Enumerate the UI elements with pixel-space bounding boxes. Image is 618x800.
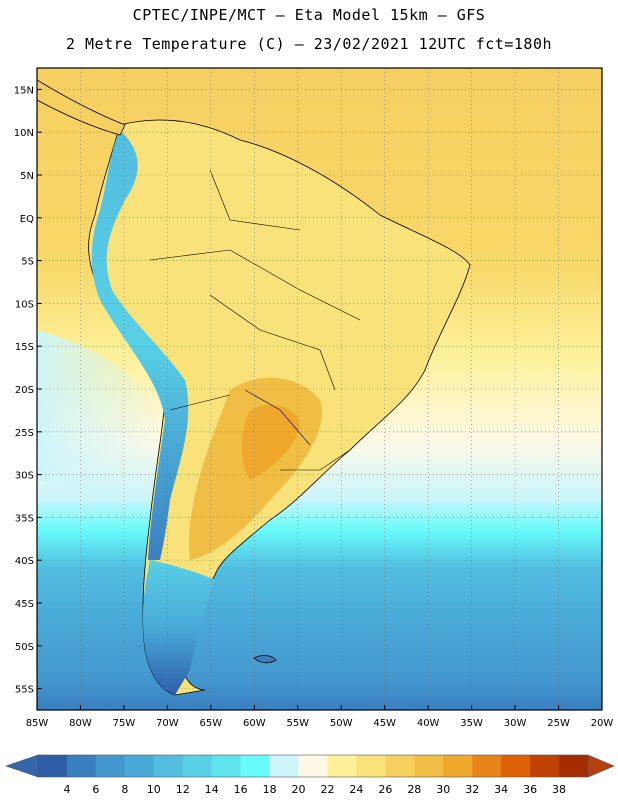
colorbar: [5, 754, 615, 778]
lat-label: 15S: [15, 342, 34, 353]
central-america: [37, 79, 126, 136]
patagonia-cold: [142, 560, 215, 695]
map-field: [37, 68, 602, 710]
colorbar-label: 12: [176, 783, 190, 796]
colorbar-swatch: [269, 755, 299, 777]
falklands-island: [253, 655, 277, 664]
colorbar-swatch: [66, 755, 97, 777]
colorbar-swatch: [95, 755, 126, 777]
lon-label: 70W: [156, 718, 179, 729]
colorbar-swatch: [501, 755, 531, 777]
lon-label: 25W: [547, 718, 570, 729]
colorbar-swatch: [182, 755, 212, 777]
lat-label: 30S: [15, 471, 34, 482]
colorbar-label: 18: [263, 783, 277, 796]
lon-label: 40W: [417, 718, 440, 729]
colorbar-swatch: [153, 755, 184, 777]
longitude-labels: 85W 80W 75W 70W 65W 60W 55W 50W 45W 40W 35W 30W 25W 2…: [26, 705, 614, 729]
colorbar-label: 32: [465, 783, 479, 796]
lat-label: 35S: [15, 513, 34, 524]
colorbar-label: 26: [378, 783, 392, 796]
lon-label: 35W: [460, 718, 483, 729]
lon-label: 65W: [200, 718, 223, 729]
lat-label: 45S: [15, 599, 34, 610]
lat-label: 10S: [15, 299, 34, 310]
colorbar-swatch: [211, 755, 241, 777]
colorbar-swatch: [414, 755, 444, 777]
pacific-cool-band: [37, 330, 165, 500]
lat-label: 55S: [15, 685, 34, 696]
colorbar-label: 10: [147, 783, 161, 796]
colorbar-label: 8: [121, 783, 128, 796]
lat-label: 50S: [15, 642, 34, 653]
lat-label: 40S: [15, 556, 34, 567]
colorbar-swatch: [38, 755, 68, 777]
lon-label: 20W: [591, 718, 614, 729]
colorbar-swatch: [298, 755, 328, 777]
colorbar-label: 4: [63, 783, 70, 796]
colorbar-swatch: [124, 755, 155, 777]
colorbar-swatch: [327, 755, 357, 777]
andes-cold-ridge: [91, 130, 189, 560]
lon-label: 80W: [69, 718, 92, 729]
lat-label: 5N: [20, 171, 34, 182]
colorbar-swatch: [356, 755, 386, 777]
colorbar-swatch: [240, 755, 270, 777]
lon-label: 55W: [286, 718, 309, 729]
colorbar-label: 36: [523, 783, 537, 796]
lon-label: 50W: [330, 718, 353, 729]
colorbar-swatch: [385, 755, 415, 777]
lat-label: 10N: [14, 128, 34, 139]
lon-label: 75W: [113, 718, 136, 729]
lat-label: 5S: [21, 257, 34, 268]
lon-label: 60W: [243, 718, 266, 729]
colorbar-label: 6: [92, 783, 99, 796]
colorbar-under-arrow: [5, 754, 39, 778]
colorbar-swatch: [472, 755, 502, 777]
colorbar-label: 14: [205, 783, 219, 796]
colorbar-label: 16: [234, 783, 248, 796]
colorbar-label: 34: [494, 783, 508, 796]
colorbar-label: 22: [320, 783, 334, 796]
colorbar-label: 28: [407, 783, 421, 796]
lat-label: 20S: [15, 385, 34, 396]
colorbar-labels: 4 6 8 10 12 14 16 18 20 22 24 26 28 30 32 34 36 38: [63, 783, 566, 796]
lon-label: 45W: [373, 718, 396, 729]
country-borders: [149, 169, 361, 471]
colorbar-swatch: [530, 755, 560, 777]
colorbar-over-arrow: [587, 754, 615, 778]
latitude-labels: 15N 10N 5N EQ 5S 10S 15S 20S 25S 30S 35S 40S 45S 50S 5…: [14, 85, 42, 696]
map-title: CPTEC/INPE/MCT – Eta Model 15km – GFS: [132, 6, 486, 24]
lat-label: 15N: [14, 85, 34, 96]
colorbar-swatch: [559, 755, 589, 777]
colorbar-swatch: [443, 755, 473, 777]
lat-label: 25S: [15, 428, 34, 439]
colorbar-label: 30: [436, 783, 450, 796]
map-subtitle: 2 Metre Temperature (C) – 23/02/2021 12U…: [65, 35, 553, 53]
colorbar-label: 20: [292, 783, 306, 796]
lat-label: EQ: [20, 214, 34, 225]
lon-label: 85W: [26, 718, 49, 729]
colorbar-frame: [37, 754, 589, 778]
colorbar-label: 38: [552, 783, 566, 796]
colorbar-label: 24: [349, 783, 363, 796]
lon-label: 30W: [504, 718, 527, 729]
hottest-core: [241, 405, 300, 480]
